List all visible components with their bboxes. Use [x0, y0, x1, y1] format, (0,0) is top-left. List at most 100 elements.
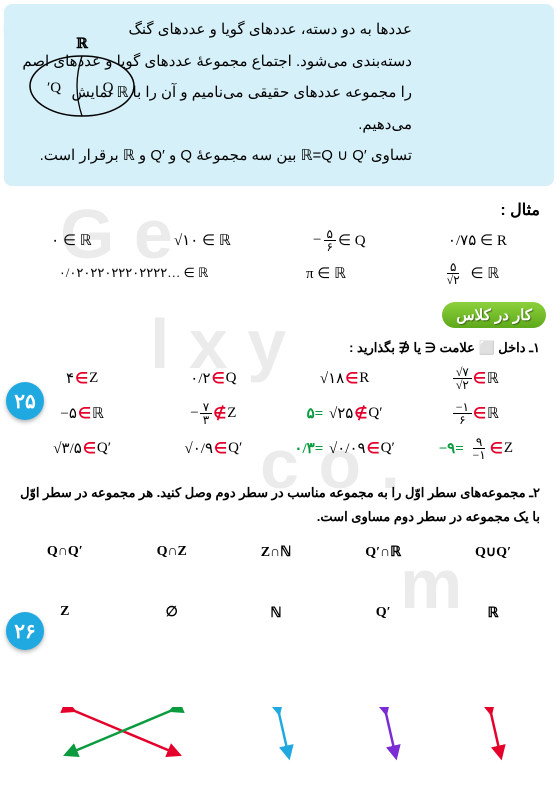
ex-item: −۵۶ ∈ Q: [313, 228, 366, 253]
example-label: مثال :: [0, 200, 540, 220]
frac-num: ۷: [200, 401, 212, 414]
grid-row: −۵∈ℝ −۷۳∉Z ۵= √۲۵∉Q′ −۱۶∈ℝ: [20, 401, 538, 426]
grid-cell: √۱۸∈R: [282, 366, 406, 391]
answer-in: ∈: [83, 439, 96, 458]
answer-notin: ∉: [354, 404, 367, 423]
match-bot: ∅: [157, 604, 187, 621]
hint: ٠/۳=: [294, 439, 323, 458]
frac-num: −۱: [453, 401, 472, 414]
frac-den: √۲: [444, 274, 463, 286]
grid-cell: −۱۶ ∈ℝ: [414, 401, 538, 426]
set: Q′: [381, 440, 395, 457]
ex-item: ٠/٠۲٠۲۲٠۲۲۲٠۲۲۲۲… ∈ ℝ: [59, 265, 209, 281]
frac-num: √۷: [453, 366, 472, 379]
rest: ∈ ℝ: [470, 264, 499, 283]
page-badge-25b: ۲۵: [6, 382, 44, 420]
match-col: Q∪Q′ ℝ: [475, 544, 511, 622]
venn-diagram: ℝ Q′ Q: [22, 36, 142, 124]
grid-cell: √٠/۹∈Q′: [151, 436, 275, 461]
question-1: ۱ـ داخل ⬜ علامت ∈ یا ∉ بگذارید :: [10, 340, 540, 356]
frac-den: ۳: [200, 414, 212, 426]
intro-line4: تساوی ′ℝ=Q ∪ Q بین سه مجموعهٔ Q و ′Q و ℝ…: [40, 147, 412, 164]
hint: ۵=: [307, 404, 324, 423]
ex-item: √۱۰ ∈ ℝ: [174, 231, 231, 250]
svg-text:ℝ: ℝ: [76, 37, 89, 52]
set: R: [359, 370, 369, 387]
val: √٠/۹: [185, 439, 214, 458]
grid-cell: −۷۳∉Z: [151, 401, 275, 426]
answer-in: ∈: [78, 404, 91, 423]
svg-text:Q′: Q′: [47, 80, 61, 96]
grid-cell: ٠/۲∈Q: [151, 366, 275, 391]
match-bot: Q′: [365, 605, 401, 621]
match-bot: ℕ: [261, 605, 292, 622]
set: Z: [89, 370, 98, 387]
intro-line1: عددها به دو دسته، عددهای گویا و عددهای گ…: [128, 21, 412, 38]
answer-in: ∈: [345, 369, 358, 388]
set: Q: [226, 370, 237, 387]
set: ℝ: [487, 369, 499, 388]
answer-in: ∈: [367, 439, 380, 458]
section-header: کار در کلاس: [442, 302, 546, 328]
set: Q′: [228, 440, 242, 457]
answer-in: ∈: [214, 439, 227, 458]
grid-row: √۳/۵∈Q′ √٠/۹∈Q′ ٠/۳= √٠/٠۹∈Q′ −۹= ۹−۱∈Z: [20, 436, 538, 461]
val: √۳/۵: [53, 439, 82, 458]
grid-cell: −۹= ۹−۱∈Z: [414, 436, 538, 461]
match-col: Q′∩ℝ Q′: [365, 544, 401, 621]
match-top: Z∩ℕ: [261, 544, 292, 561]
grid-cell: √۳/۵∈Q′: [20, 436, 144, 461]
question-2: ۲ـ مجموعه‌های سطر اوّل را به مجموعه مناس…: [10, 481, 540, 530]
match-col: Z∩ℕ ℕ: [261, 544, 292, 622]
set: ℝ: [487, 404, 499, 423]
answer-in: ∈: [490, 439, 503, 458]
match-arrows: [0, 707, 558, 787]
example-row-2: ٠/٠۲٠۲۲٠۲۲۲٠۲۲۲۲… ∈ ℝ π ∈ ℝ ۵√۲ ∈ ℝ: [10, 261, 548, 286]
page-badge-26: ۲۶: [6, 612, 44, 650]
match-col: Q∩Q′ Z: [47, 544, 83, 620]
hint: −۹=: [439, 439, 464, 458]
grid-cell: √۷√۲∈ℝ: [414, 366, 538, 391]
match-top: Q∪Q′: [475, 544, 511, 561]
frac-den: ۶: [324, 241, 336, 253]
val: √۲۵: [329, 404, 353, 423]
match-top: Q∩Q′: [47, 544, 83, 560]
set: Z: [227, 405, 236, 422]
val: −۵: [60, 404, 77, 423]
intro-box: ℝ Q′ Q عددها به دو دسته، عددهای گویا و ع…: [4, 4, 554, 186]
match-top: Q∩Z: [157, 544, 187, 560]
ex-item: ٠/۷۵ ∈ R: [448, 231, 507, 250]
val: ٠/۲: [190, 369, 210, 388]
answer-notin: ∉: [213, 404, 226, 423]
grid-cell: ۴∈Z: [20, 366, 144, 391]
answer-in: ∈: [473, 369, 486, 388]
example-row-1: ٠ ∈ ℝ √۱۰ ∈ ℝ −۵۶ ∈ Q ٠/۷۵ ∈ R: [10, 228, 548, 253]
grid-cell: ۵= √۲۵∉Q′: [282, 401, 406, 426]
val: √۱۸: [320, 369, 344, 388]
frac-den: −۱: [470, 449, 489, 461]
exercise-grid: ۴∈Z ٠/۲∈Q √۱۸∈R √۷√۲∈ℝ −۵∈ℝ −۷۳∉Z ۵= √۲۵…: [20, 366, 538, 461]
match-col: Q∩Z ∅: [157, 544, 187, 621]
val: √٠/٠۹: [329, 439, 366, 458]
set: Q′: [368, 405, 382, 422]
frac-den: ۶: [456, 414, 468, 426]
match-bot: Z: [47, 604, 83, 620]
answer-in: ∈: [75, 369, 88, 388]
match-top: Q′∩ℝ: [365, 544, 401, 561]
match-bot: ℝ: [475, 605, 511, 622]
set: Q′: [97, 440, 111, 457]
val: ۴: [66, 369, 74, 388]
frac-num: ۹: [473, 436, 485, 449]
matching-exercise: Q∩Q′ Z Q∩Z ∅ Z∩ℕ ℕ Q′∩ℝ Q′ Q∪Q′ ℝ: [10, 544, 548, 622]
frac-num: ۵: [447, 261, 459, 274]
set: ℝ: [92, 404, 104, 423]
answer-in: ∈: [473, 404, 486, 423]
set: Z: [504, 440, 513, 457]
frac-den: √۲: [453, 379, 472, 391]
ex-item: π ∈ ℝ: [306, 264, 346, 283]
frac-num: ۵: [324, 228, 336, 241]
ex-item: ٠ ∈ ℝ: [51, 231, 92, 250]
grid-row: ۴∈Z ٠/۲∈Q √۱۸∈R √۷√۲∈ℝ: [20, 366, 538, 391]
grid-cell: ٠/۳= √٠/٠۹∈Q′: [282, 436, 406, 461]
answer-in: ∈: [212, 369, 225, 388]
